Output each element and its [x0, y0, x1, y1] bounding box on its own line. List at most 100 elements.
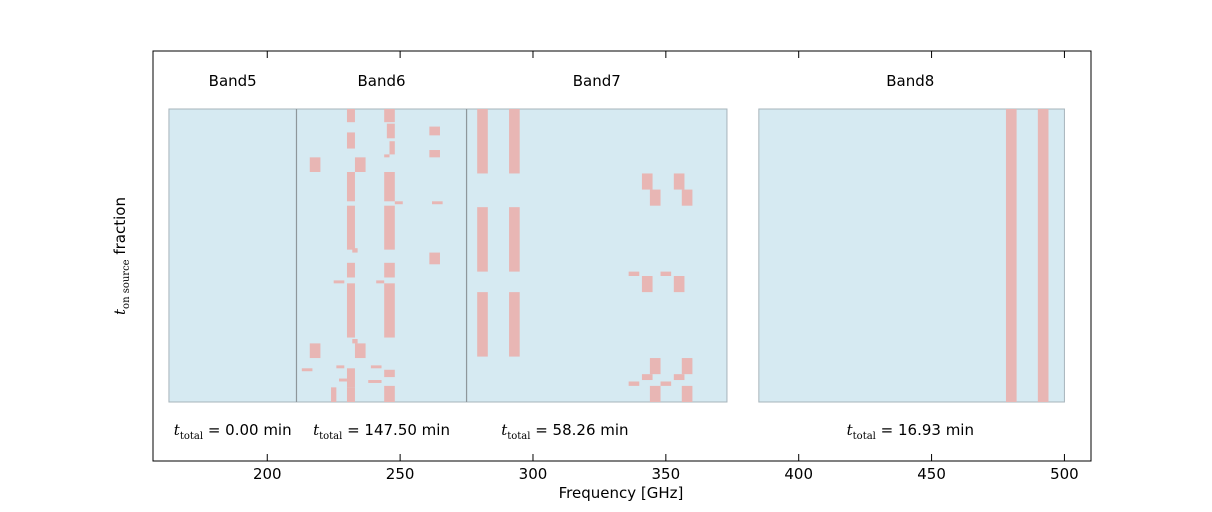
band-area-1 — [295, 108, 468, 403]
segment-54 — [673, 374, 685, 381]
segment-26 — [354, 343, 366, 359]
band-dividers — [295, 109, 468, 402]
segment-58 — [681, 385, 693, 402]
total-subscript: total — [319, 431, 342, 442]
band-totals: ttotal = 0.00 min ttotal = 147.50 min ttot… — [174, 421, 974, 442]
band-label-1: Band6 — [357, 72, 405, 90]
segment-16 — [384, 262, 395, 278]
segment-41 — [509, 207, 520, 272]
segment-15 — [384, 205, 395, 250]
segment-31 — [301, 368, 313, 372]
segment-34 — [370, 365, 382, 369]
segment-28 — [432, 201, 443, 205]
segment-11 — [386, 123, 395, 139]
x-axis-ticks: 200 250 300 350 400 450 500 — [253, 51, 1079, 483]
band-label-2: Band7 — [573, 72, 621, 90]
x-tick-label-350: 350 — [652, 465, 681, 483]
segment-22 — [429, 252, 440, 265]
segment-40 — [509, 109, 520, 174]
segment-17 — [384, 283, 395, 338]
band-label-3: Band8 — [886, 72, 934, 90]
band-area-3 — [758, 108, 1065, 403]
segment-36 — [331, 387, 337, 402]
plot-frame — [152, 50, 1092, 462]
segment-57 — [649, 385, 661, 402]
segment-45 — [673, 173, 685, 190]
total-symbol: t — [501, 421, 508, 439]
total-value: = 147.50 min — [342, 421, 450, 439]
total-symbol: t — [847, 421, 854, 439]
y-axis-label: ton source fraction — [111, 197, 132, 315]
y-axis-label-subscript: on source — [121, 259, 132, 309]
segment-42 — [509, 292, 520, 357]
x-tick-label-450: 450 — [917, 465, 946, 483]
segment-2 — [346, 171, 355, 202]
band-total-1: ttotal = 147.50 min — [313, 421, 450, 442]
segment-53 — [681, 358, 693, 375]
segment-5 — [346, 262, 355, 278]
segment-24 — [309, 343, 321, 359]
segment-14 — [384, 171, 395, 202]
total-value: = 0.00 min — [203, 421, 292, 439]
total-subscript: total — [180, 431, 203, 442]
y-axis-label-suffix: fraction — [111, 197, 129, 259]
segment-10 — [384, 109, 395, 123]
segment-56 — [660, 381, 672, 386]
segment-27 — [394, 201, 403, 205]
segments — [301, 109, 1049, 402]
x-tick-label-400: 400 — [784, 465, 813, 483]
segment-7 — [352, 339, 358, 344]
segment-44 — [649, 189, 661, 206]
segment-35 — [368, 380, 382, 383]
total-subscript: total — [853, 431, 876, 442]
y-axis-label-symbol: t — [111, 308, 129, 315]
segment-33 — [339, 378, 347, 382]
segment-60 — [1037, 109, 1049, 402]
segment-1 — [346, 132, 355, 149]
segment-8 — [346, 368, 355, 388]
segment-39 — [477, 292, 488, 357]
segment-43 — [641, 173, 653, 190]
segment-52 — [641, 374, 653, 381]
band-label-0: Band5 — [209, 72, 257, 90]
segment-18 — [384, 369, 395, 378]
segment-48 — [641, 276, 653, 293]
segment-51 — [649, 358, 661, 375]
total-value: = 16.93 min — [876, 421, 974, 439]
segment-19 — [384, 385, 395, 402]
segment-37 — [477, 109, 488, 174]
segment-59 — [1005, 109, 1017, 402]
x-tick-label-250: 250 — [386, 465, 415, 483]
segment-21 — [429, 150, 440, 158]
segment-32 — [336, 365, 345, 369]
segment-47 — [628, 271, 640, 277]
x-axis-label: Frequency [GHz] — [559, 484, 684, 502]
total-symbol: t — [174, 421, 181, 439]
segment-50 — [673, 276, 685, 293]
segment-6 — [346, 283, 355, 338]
segment-46 — [681, 189, 693, 206]
segment-55 — [628, 381, 640, 386]
segment-9 — [346, 387, 355, 402]
band-area-0 — [168, 108, 297, 403]
segment-12 — [389, 141, 395, 155]
segment-49 — [660, 271, 672, 277]
total-subscript: total — [507, 431, 530, 442]
band-total-2: ttotal = 58.26 min — [501, 421, 628, 442]
segment-4 — [352, 248, 358, 253]
x-tick-label-200: 200 — [253, 465, 282, 483]
total-value: = 58.26 min — [530, 421, 628, 439]
segment-38 — [477, 207, 488, 272]
segment-25 — [354, 157, 366, 172]
segment-0 — [346, 109, 355, 123]
total-symbol: t — [313, 421, 320, 439]
x-tick-label-500: 500 — [1050, 465, 1079, 483]
segment-23 — [309, 157, 321, 172]
segment-30 — [376, 280, 385, 284]
segment-3 — [346, 205, 355, 250]
segment-20 — [429, 126, 440, 136]
band-labels: Band5 Band6 Band7 Band8 — [209, 72, 935, 90]
segment-29 — [333, 280, 345, 284]
band-total-3: ttotal = 16.93 min — [847, 421, 974, 442]
